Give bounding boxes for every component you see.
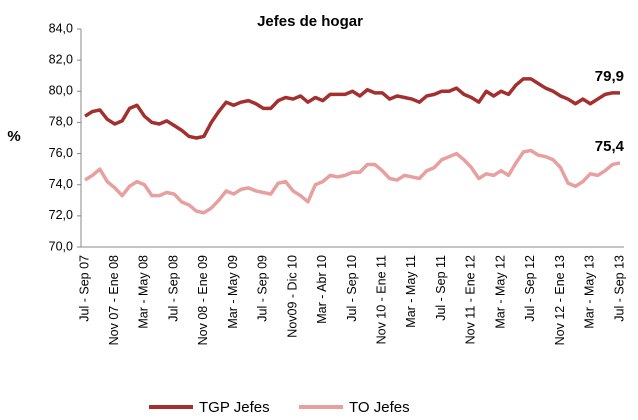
x-tick-label: Mar - May 09 (226, 255, 240, 329)
y-tick-label: 70,0 (49, 239, 73, 253)
data-label: 75,4 (595, 138, 625, 155)
x-tick-label: Nov 12 - Ene 13 (553, 255, 567, 345)
data-label: 79,9 (595, 68, 624, 85)
legend-label: TO Jefes (349, 399, 410, 416)
series-line (84, 148, 621, 215)
legend-label: TGP Jefes (199, 399, 270, 416)
x-tick-label: Mar - May 12 (493, 255, 507, 329)
x-tick-label: Jul - Sep 08 (166, 255, 180, 322)
x-tick-label: Nov 10 - Ene 11 (375, 255, 389, 344)
x-tick-label: Nov 07 - Ene 08 (107, 255, 121, 345)
x-tick-label: Jul - Sep 12 (523, 255, 537, 322)
x-tick-label: Jul - Sep 13 (612, 255, 626, 322)
y-tick-label: 78,0 (49, 115, 73, 129)
x-tick-label: Nov09 - Dic 10 (285, 255, 299, 338)
x-tick-label: Jul - Sep 09 (256, 255, 270, 322)
chart-title: Jefes de hogar (257, 13, 363, 30)
y-tick-label: 72,0 (49, 208, 73, 222)
x-tick-label: Nov 08 - Ene 09 (196, 255, 210, 345)
y-tick-label: 82,0 (49, 52, 73, 66)
x-tick-label: Mar - Abr 10 (315, 255, 329, 324)
x-tick-label: Mar - May 08 (137, 255, 151, 329)
x-tick-label: Mar - May 11 (404, 255, 418, 328)
y-tick-label: 80,0 (49, 84, 73, 98)
series-line (84, 77, 620, 140)
x-tick-label: Nov 11 - Ene 12 (464, 255, 478, 344)
x-tick-label: Jul - Sep 07 (77, 255, 91, 322)
y-tick-label: 74,0 (49, 177, 73, 191)
x-tick-label: Jul - Sep 10 (345, 255, 359, 322)
y-tick-label: 84,0 (49, 21, 73, 35)
y-tick-label: 76,0 (49, 146, 73, 160)
x-tick-label: Mar - May 13 (583, 255, 597, 329)
y-axis-label: % (7, 128, 20, 145)
x-tick-label: Jul - Sep 11 (434, 255, 448, 321)
